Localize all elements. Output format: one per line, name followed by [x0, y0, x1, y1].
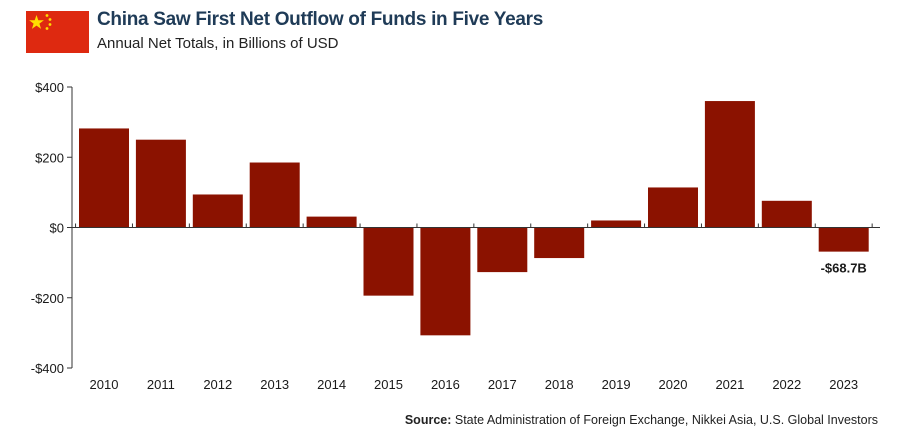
y-tick-label: $400 — [35, 80, 64, 95]
flag-small-star — [48, 18, 52, 21]
x-tick-label: 2011 — [147, 377, 175, 392]
x-tick-label: 2016 — [431, 377, 460, 392]
y-tick-label: -$200 — [31, 291, 64, 306]
data-label-2023: -$68.7B — [821, 261, 867, 276]
bar-2017 — [477, 227, 528, 273]
x-tick-label: 2017 — [488, 377, 517, 392]
bar-2010 — [79, 128, 129, 228]
bar-2013 — [249, 162, 300, 228]
x-tick-label: 2012 — [203, 377, 232, 392]
flag-small-star — [45, 27, 49, 30]
x-tick-label: 2013 — [260, 377, 289, 392]
x-tick-label: 2021 — [715, 377, 744, 392]
bar-2022 — [761, 200, 812, 228]
y-tick-label: $200 — [35, 150, 64, 165]
bar-2011 — [135, 139, 186, 228]
x-tick-label: 2023 — [829, 377, 858, 392]
x-tick-label: 2019 — [602, 377, 631, 392]
bar-2021 — [704, 101, 755, 228]
flag-small-star — [45, 14, 49, 17]
y-tick-label: -$400 — [31, 361, 64, 376]
bar-2014 — [306, 216, 357, 228]
chart-subtitle: Annual Net Totals, in Billions of USD — [97, 35, 339, 52]
source-label: Source: — [404, 413, 452, 427]
y-tick-label: $0 — [50, 221, 64, 236]
source-text: State Administration of Foreign Exchange… — [454, 413, 878, 427]
bar-2012 — [192, 194, 243, 228]
bar-2023 — [818, 227, 869, 252]
x-tick-label: 2015 — [374, 377, 403, 392]
source-note: Source: State Administration of Foreign … — [405, 413, 878, 427]
bar-2016 — [420, 227, 471, 336]
bar-2019 — [591, 220, 642, 228]
x-tick-label: 2020 — [659, 377, 688, 392]
bar-2015 — [363, 227, 414, 296]
x-tick-label: 2010 — [90, 377, 119, 392]
flag-small-star — [48, 23, 52, 26]
bar-2020 — [648, 187, 698, 228]
x-tick-label: 2018 — [545, 377, 574, 392]
china-flag-icon — [26, 11, 89, 53]
flag-big-star — [29, 15, 44, 29]
chart-title: China Saw First Net Outflow of Funds in … — [97, 9, 544, 30]
x-tick-label: 2022 — [772, 377, 801, 392]
x-tick-label: 2014 — [317, 377, 346, 392]
bar-2018 — [534, 227, 585, 259]
